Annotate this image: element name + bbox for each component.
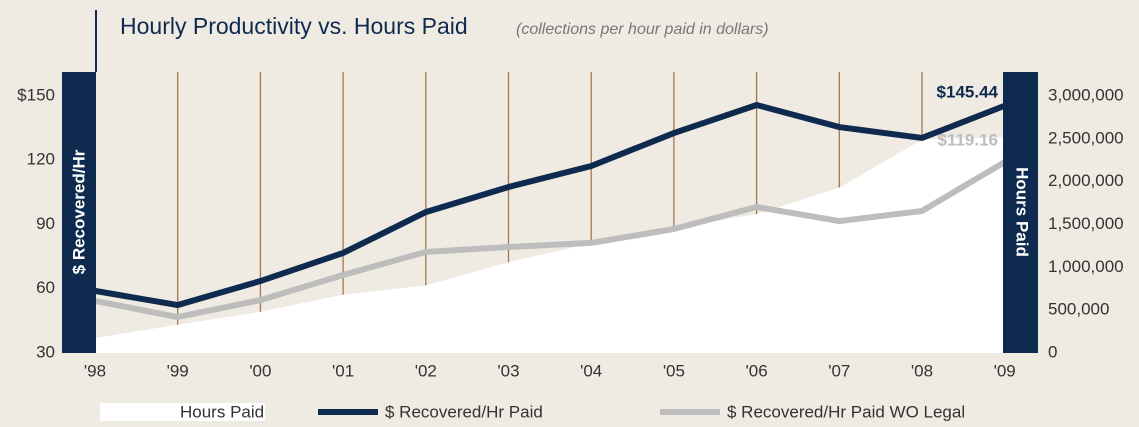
y-tick-label: 30 — [36, 342, 55, 361]
legend-label: $ Recovered/Hr Paid WO Legal — [727, 402, 965, 421]
y2-tick-label: 2,000,000 — [1048, 171, 1124, 190]
chart-title: Hourly Productivity vs. Hours Paid — [120, 13, 468, 39]
left-axis-bar — [62, 72, 96, 353]
y2-tick-label: 500,000 — [1048, 300, 1109, 319]
y2-axis-label: Hours Paid — [1013, 167, 1032, 257]
value-label: $145.44 — [937, 82, 999, 101]
y2-tick-label: 3,000,000 — [1048, 85, 1124, 104]
y-tick-label: 120 — [27, 150, 55, 169]
x-tick-label: '01 — [332, 361, 354, 380]
x-tick-label: '04 — [580, 361, 602, 380]
line — [94, 101, 1006, 309]
y2-tick-label: 2,500,000 — [1048, 128, 1124, 147]
x-tick-label: '99 — [167, 361, 189, 380]
line — [94, 159, 1007, 321]
y2-tick-label: 1,500,000 — [1048, 214, 1124, 233]
chart-subtitle: (collections per hour paid in dollars) — [516, 21, 769, 38]
overlay: $150 120 90 60 30 3,000,000 2,500,000 2,000,000… — [17, 82, 1123, 421]
x-tick-label: '02 — [415, 361, 437, 380]
area — [95, 137, 1005, 353]
x-tick-label: '03 — [497, 361, 519, 380]
y2-tick-label: 0 — [1048, 342, 1057, 361]
right-axis-bar — [1003, 72, 1038, 353]
x-tick-label: '00 — [249, 361, 271, 380]
legend-swatch — [100, 403, 265, 421]
y-tick-label: 60 — [36, 278, 55, 297]
plot — [94, 72, 1007, 353]
x-tick-label: '05 — [663, 361, 685, 380]
x-tick-label: '08 — [911, 361, 933, 380]
y-tick-label: 90 — [36, 214, 55, 233]
x-tick-label: '98 — [84, 361, 106, 380]
legend-label: Hours Paid — [180, 402, 264, 421]
y2-tick-label: 1,000,000 — [1048, 257, 1124, 276]
x-tick-label: '07 — [828, 361, 850, 380]
x-tick-label: '06 — [746, 361, 768, 380]
y-tick-label: $150 — [17, 85, 55, 104]
x-tick-label: '09 — [994, 361, 1016, 380]
y-axis-label: $ Recovered/Hr — [69, 149, 88, 274]
legend-label: $ Recovered/Hr Paid — [385, 402, 543, 421]
value-label: $119.16 — [937, 131, 998, 150]
